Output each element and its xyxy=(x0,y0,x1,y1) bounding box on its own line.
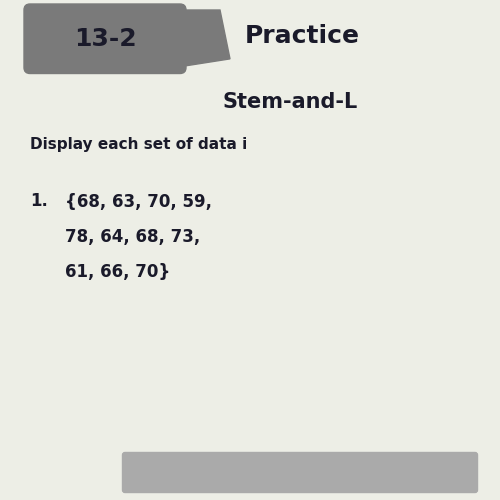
Text: 61, 66, 70}: 61, 66, 70} xyxy=(65,262,170,280)
Text: Stem-and-L: Stem-and-L xyxy=(222,92,358,112)
Text: 1.: 1. xyxy=(30,192,48,210)
Text: Practice: Practice xyxy=(245,24,360,48)
Polygon shape xyxy=(175,10,230,68)
Text: 13-2: 13-2 xyxy=(74,26,136,51)
Text: 78, 64, 68, 73,: 78, 64, 68, 73, xyxy=(65,228,200,246)
FancyBboxPatch shape xyxy=(24,4,186,73)
Text: Display each set of data i: Display each set of data i xyxy=(30,138,247,152)
Text: {68, 63, 70, 59,: {68, 63, 70, 59, xyxy=(65,192,212,210)
FancyBboxPatch shape xyxy=(122,452,478,492)
